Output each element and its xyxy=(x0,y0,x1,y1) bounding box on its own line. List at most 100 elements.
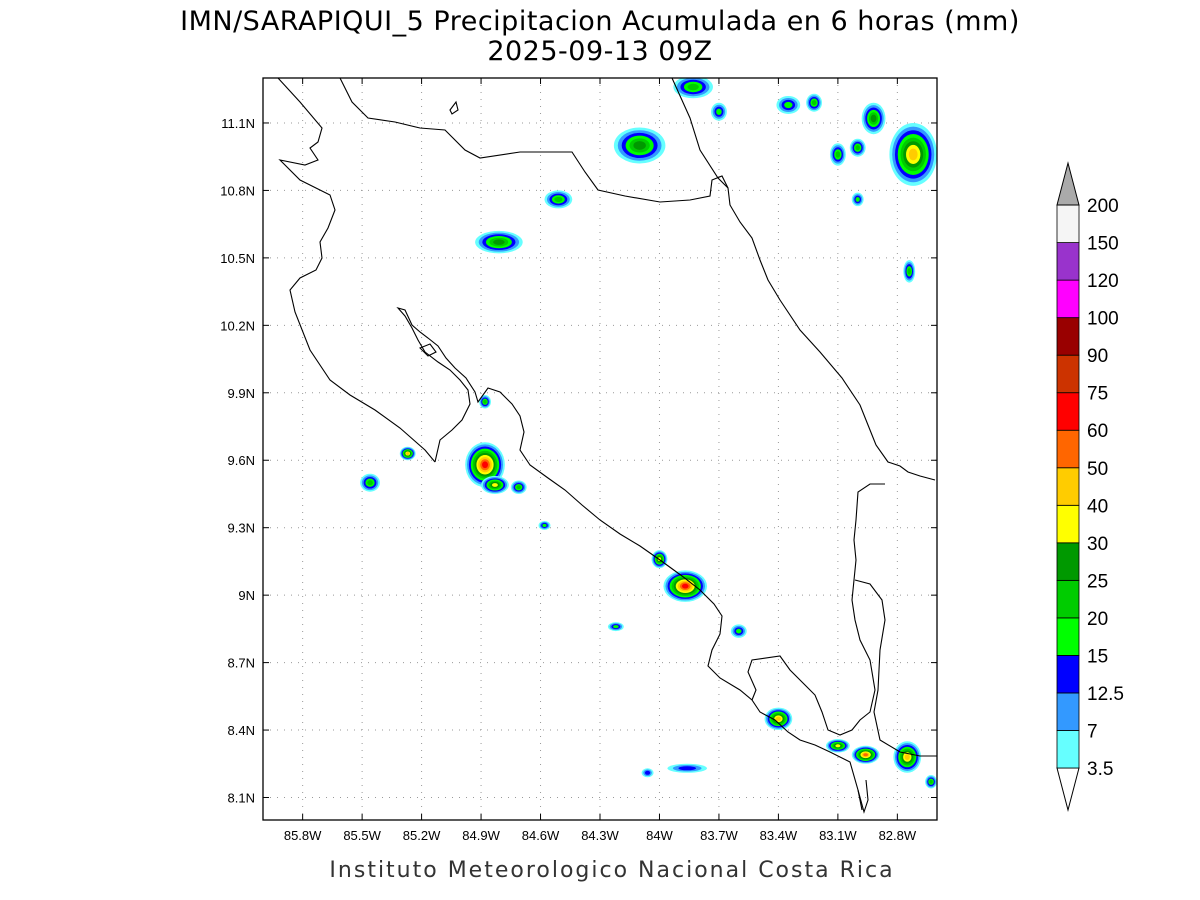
legend-swatch-0 xyxy=(1056,730,1080,769)
lon-tick-label: 83.1W xyxy=(819,828,857,843)
precip-cell-29 xyxy=(641,768,654,778)
caribbean-coast xyxy=(671,78,936,481)
legend-swatch-11 xyxy=(1056,317,1080,356)
precip-cell-30 xyxy=(925,775,937,789)
lat-tick-label: 9.3N xyxy=(228,521,255,536)
precip-cell-21 xyxy=(663,570,708,602)
legend-swatch-3 xyxy=(1056,617,1080,656)
precip-cell-25 xyxy=(825,739,850,753)
precip-cell-24 xyxy=(764,707,793,731)
legend-swatch-2 xyxy=(1056,655,1080,694)
precip-ring-7 xyxy=(406,451,410,455)
legend-label: 30 xyxy=(1087,534,1108,555)
legend-label: 40 xyxy=(1087,496,1108,517)
precip-ring-3 xyxy=(784,101,793,109)
precip-ring-4 xyxy=(907,268,911,275)
precip-cell-10 xyxy=(903,260,916,283)
precip-ring-4 xyxy=(929,779,933,784)
legend-swatch-14 xyxy=(1056,204,1080,243)
precip-ring-2 xyxy=(644,770,651,775)
precip-cell-23 xyxy=(730,624,747,638)
legend-swatch-9 xyxy=(1056,392,1080,431)
precip-cell-2 xyxy=(711,102,727,121)
precip-cell-13 xyxy=(479,395,491,409)
lat-tick-label: 9N xyxy=(238,588,255,603)
precip-ring-9 xyxy=(681,583,689,589)
legend-label: 90 xyxy=(1087,346,1108,367)
lat-tick-label: 10.8N xyxy=(220,183,255,198)
precip-ring-5 xyxy=(633,141,646,150)
precip-ring-7 xyxy=(904,754,910,760)
precip-ring-3 xyxy=(542,523,547,528)
precip-cell-1 xyxy=(673,78,713,99)
precip-cell-19 xyxy=(538,520,551,530)
lat-tick-label: 9.6N xyxy=(228,453,255,468)
legend-swatch-13 xyxy=(1056,242,1080,281)
latitude-axis: 8.1N 8.4N 8.7N 9N 9.3N 9.6N 9.9N 10.2N 10.5N 10.8… xyxy=(220,116,937,806)
precip-ring-4 xyxy=(687,83,699,91)
title-line-2: 2025-09-13 09Z xyxy=(487,36,712,67)
pacific-coast-nicoya xyxy=(396,306,863,811)
legend-label: 15 xyxy=(1087,646,1108,667)
lon-tick-label: 82.8W xyxy=(879,828,917,843)
lon-tick-label: 85.2W xyxy=(403,828,441,843)
precip-cell-16 xyxy=(510,480,527,494)
precip-ring-4 xyxy=(483,399,487,404)
precip-ring-8 xyxy=(863,753,868,757)
panama-border xyxy=(854,579,937,757)
precip-ring-5 xyxy=(493,239,505,245)
precip-cell-7 xyxy=(829,143,846,166)
precip-cell-0 xyxy=(613,127,666,164)
precip-cell-27 xyxy=(893,741,922,773)
legend-label: 150 xyxy=(1087,234,1119,255)
island-lake xyxy=(449,100,459,115)
burica-point xyxy=(857,779,869,814)
color-legend: 3.5 7 12.5 15 20 25 30 40 50 60 75 90 100 120 150 200 xyxy=(1056,161,1124,812)
precip-ring-7 xyxy=(908,148,918,161)
precip-cell-12 xyxy=(475,230,523,254)
lon-tick-label: 84.6W xyxy=(522,828,560,843)
precip-cell-3 xyxy=(776,95,801,114)
map-frame-group: 85.8W 85.5W 85.2W 84.9W 84.6W 84.3W 84W 83.7W 83… xyxy=(220,77,938,843)
precip-ring-4 xyxy=(811,100,817,106)
legend-label: 7 xyxy=(1087,721,1098,742)
legend-swatch-1 xyxy=(1056,692,1080,731)
legend-label: 20 xyxy=(1087,609,1108,630)
precip-cell-22 xyxy=(607,622,624,632)
legend-label: 75 xyxy=(1087,384,1108,405)
precip-ring-3 xyxy=(716,108,722,115)
precip-ring-6 xyxy=(492,483,498,487)
legend-above-triangle xyxy=(1056,161,1080,206)
legend-swatch-10 xyxy=(1056,354,1080,394)
lat-tick-label: 8.1N xyxy=(228,791,255,806)
lat-tick-label: 9.9N xyxy=(228,386,255,401)
precip-ring-4 xyxy=(367,480,373,486)
longitude-axis: 85.8W 85.5W 85.2W 84.9W 84.6W 84.3W 84W 83.7W 83… xyxy=(284,78,917,843)
precip-ring-9 xyxy=(482,461,489,469)
lon-tick-label: 84W xyxy=(646,828,673,843)
title-line-1: IMN/SARAPIQUI_5 Precipitacion Acumulada … xyxy=(180,6,1020,37)
lon-tick-label: 83.4W xyxy=(760,828,798,843)
legend-label: 200 xyxy=(1087,196,1119,217)
legend-label: 12.5 xyxy=(1087,684,1124,705)
precip-cell-17 xyxy=(399,446,416,461)
precip-ring-4 xyxy=(835,151,841,158)
lon-tick-label: 84.3W xyxy=(581,828,619,843)
legend-label: 60 xyxy=(1087,421,1108,442)
precip-cell-6 xyxy=(889,122,937,186)
precip-cell-26 xyxy=(851,745,880,764)
legend-swatch-8 xyxy=(1056,429,1080,469)
precip-ring-7 xyxy=(775,716,781,721)
lat-tick-label: 8.7N xyxy=(228,656,255,671)
coastline-borders xyxy=(277,78,937,814)
legend-below-triangle xyxy=(1056,767,1080,812)
legend-swatch-5 xyxy=(1056,542,1080,581)
precip-ring-2 xyxy=(678,766,697,771)
lon-tick-label: 85.5W xyxy=(343,828,381,843)
precip-cell-15 xyxy=(481,475,509,494)
precip-ring-4 xyxy=(516,485,521,490)
legend-label: 120 xyxy=(1087,271,1119,292)
precip-ring-4 xyxy=(554,196,563,202)
island-gulf xyxy=(419,343,437,357)
